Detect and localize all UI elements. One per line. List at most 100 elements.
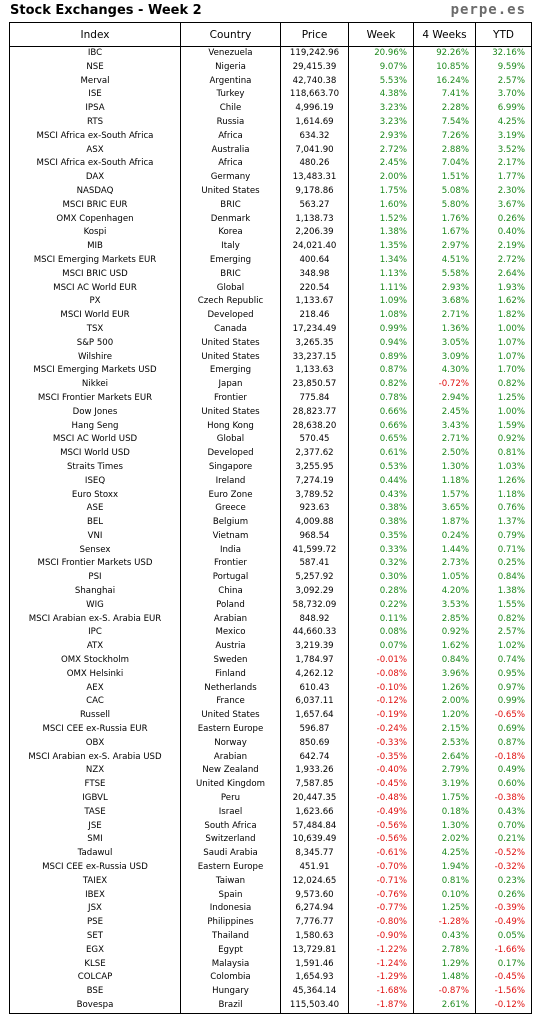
price-cell: 848.92 (280, 612, 349, 627)
table-row: S&P 500 United States 3,265.35 0.94% 3.05% 1.… (9, 336, 532, 351)
ytd-change-cell: 0.26% (475, 888, 532, 903)
index-name-cell: MSCI World USD (9, 447, 181, 461)
ytd-change-cell: 2.17% (475, 157, 532, 172)
price-cell: 13,729.81 (280, 943, 349, 958)
country-cell: Eastern Europe (180, 861, 281, 875)
ytd-change-cell: -0.49% (475, 916, 532, 930)
four-week-change-cell: 2.64% (413, 750, 476, 765)
price-cell: 1,623.66 (280, 805, 349, 820)
four-week-change-cell: 7.54% (413, 115, 476, 130)
four-week-change-cell: 0.84% (413, 654, 476, 668)
index-name-cell: MSCI Africa ex-South Africa (9, 157, 181, 172)
four-week-change-cell: 4.20% (413, 585, 476, 599)
table-row: MSCI Africa ex-South Africa Africa 634.32 2… (9, 129, 532, 144)
country-cell: Austria (180, 640, 281, 655)
table-row: Dow Jones United States 28,823.77 0.66% 2.45… (9, 405, 532, 420)
week-change-cell: 1.52% (348, 212, 414, 227)
ytd-change-cell: 0.21% (475, 833, 532, 848)
country-cell: Belgium (180, 516, 281, 530)
index-name-cell: RTS (9, 115, 181, 130)
ytd-change-cell: 0.26% (475, 212, 532, 227)
price-cell: 6,037.11 (280, 695, 349, 710)
week-change-cell: -1.87% (348, 998, 414, 1014)
index-name-cell: Kospi (9, 226, 181, 241)
index-name-cell: BEL (9, 516, 181, 530)
table-row: Nikkei Japan 23,850.57 0.82% -0.72% 0.82% (9, 378, 532, 392)
index-name-cell: Euro Stoxx (9, 488, 181, 503)
ytd-change-cell: 1.03% (475, 460, 532, 475)
country-cell: Peru (180, 792, 281, 806)
index-name-cell: KLSE (9, 957, 181, 972)
brand-logo-text: perpe.es (450, 2, 526, 18)
week-change-cell: 0.94% (348, 336, 414, 351)
country-cell: Venezuela (180, 46, 281, 61)
index-name-cell: MIB (9, 240, 181, 254)
four-week-change-cell: 2.71% (413, 309, 476, 323)
country-cell: Turkey (180, 88, 281, 103)
four-week-change-cell: 0.81% (413, 874, 476, 889)
column-header-price: Price (280, 22, 349, 47)
price-cell: 57,484.84 (280, 819, 349, 834)
country-cell: Indonesia (180, 902, 281, 917)
index-name-cell: CAC (9, 695, 181, 710)
table-row: Wilshire United States 33,237.15 0.89% 3.09%… (9, 350, 532, 365)
index-name-cell: IPC (9, 626, 181, 641)
price-cell: 2,377.62 (280, 447, 349, 461)
price-cell: 348.98 (280, 267, 349, 282)
price-cell: 118,663.70 (280, 88, 349, 103)
table-row: PX Czech Republic 1,133.67 1.09% 3.68% 1.62% (9, 295, 532, 310)
week-change-cell: 0.07% (348, 640, 414, 655)
price-cell: 1,580.63 (280, 930, 349, 944)
four-week-change-cell: -0.72% (413, 378, 476, 392)
week-change-cell: 0.65% (348, 433, 414, 448)
table-row: ISEQ Ireland 7,274.19 0.44% 1.18% 1.26% (9, 474, 532, 489)
country-cell: Poland (180, 598, 281, 613)
week-change-cell: 0.82% (348, 378, 414, 392)
table-row: AEX Netherlands 610.43 -0.10% 1.26% 0.97% (9, 681, 532, 696)
four-week-change-cell: 1.44% (413, 543, 476, 558)
week-change-cell: 1.08% (348, 309, 414, 323)
price-cell: 4,996.19 (280, 102, 349, 116)
week-change-cell: 1.75% (348, 184, 414, 199)
week-change-cell: -0.40% (348, 764, 414, 779)
four-week-change-cell: 1.29% (413, 957, 476, 972)
ytd-change-cell: 9.59% (475, 60, 532, 75)
price-cell: 1,784.97 (280, 654, 349, 668)
week-change-cell: 0.30% (348, 571, 414, 586)
index-name-cell: PSI (9, 571, 181, 586)
column-header-index: Index (9, 22, 181, 47)
stock-exchanges-table: Index Country Price Week 4 Weeks YTD IBC… (9, 22, 532, 1014)
ytd-change-cell: 0.81% (475, 447, 532, 461)
four-week-change-cell: 0.18% (413, 805, 476, 820)
week-change-cell: -0.70% (348, 861, 414, 875)
ytd-change-cell: 0.87% (475, 736, 532, 751)
four-week-change-cell: 1.94% (413, 861, 476, 875)
week-change-cell: 0.87% (348, 364, 414, 379)
week-change-cell: -0.90% (348, 930, 414, 944)
week-change-cell: -0.76% (348, 888, 414, 903)
column-header-week: Week (348, 22, 414, 47)
ytd-change-cell: 3.70% (475, 88, 532, 103)
ytd-change-cell: 3.19% (475, 129, 532, 144)
four-week-change-cell: 7.41% (413, 88, 476, 103)
index-name-cell: COLCAP (9, 971, 181, 986)
price-cell: 9,573.60 (280, 888, 349, 903)
table-row: IBC Venezuela 119,242.96 20.96% 92.26% 32.16% (9, 46, 532, 61)
ytd-change-cell: 0.69% (475, 723, 532, 737)
four-week-change-cell: 2.28% (413, 102, 476, 116)
week-change-cell: -0.10% (348, 681, 414, 696)
country-cell: Emerging (180, 253, 281, 268)
week-change-cell: 2.00% (348, 171, 414, 185)
country-cell: Finland (180, 667, 281, 682)
four-week-change-cell: 1.51% (413, 171, 476, 185)
price-cell: 634.32 (280, 129, 349, 144)
country-cell: Netherlands (180, 681, 281, 696)
price-cell: 13,483.31 (280, 171, 349, 185)
week-change-cell: -0.56% (348, 833, 414, 848)
price-cell: 596.87 (280, 723, 349, 737)
week-change-cell: -0.45% (348, 778, 414, 793)
table-row: MSCI Arabian ex-S. Arabia USD Arabian 642.… (9, 750, 532, 765)
index-name-cell: Nikkei (9, 378, 181, 392)
ytd-change-cell: 1.82% (475, 309, 532, 323)
price-cell: 1,654.93 (280, 971, 349, 986)
